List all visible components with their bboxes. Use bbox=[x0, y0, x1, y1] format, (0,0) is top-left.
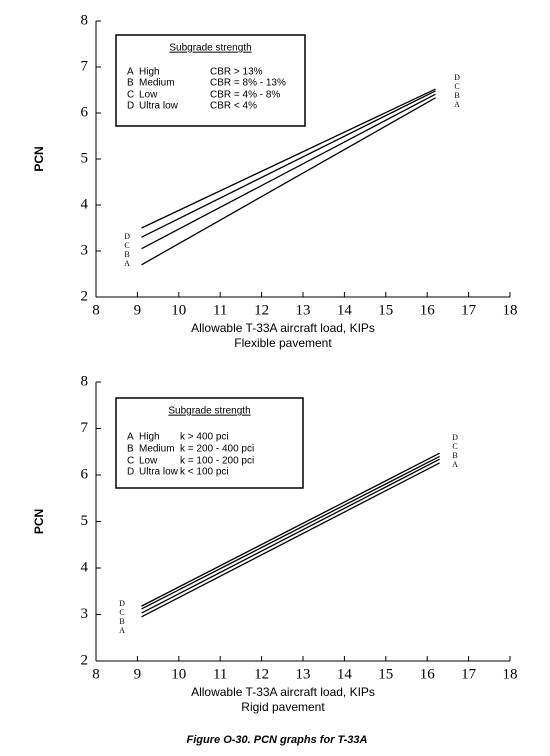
legend-letter: C bbox=[127, 456, 134, 467]
x-tick-label: 9 bbox=[134, 302, 142, 318]
x-tick-label: 15 bbox=[378, 302, 393, 318]
y-tick-label: 2 bbox=[81, 288, 89, 304]
line-letter: C bbox=[452, 442, 457, 451]
legend-criterion: k < 100 pci bbox=[180, 467, 229, 478]
y-tick-label: 6 bbox=[81, 104, 89, 120]
x-tick-label: 14 bbox=[337, 302, 353, 318]
line-letter: C bbox=[454, 82, 459, 91]
legend-description: High bbox=[139, 67, 160, 78]
series-line bbox=[141, 452, 440, 607]
legend-letter: C bbox=[127, 90, 134, 101]
x-axis-label: Allowable T-33A aircraft load, KIPs bbox=[191, 685, 375, 699]
legend-letter: D bbox=[127, 467, 134, 478]
series-line bbox=[141, 90, 436, 238]
line-letter: B bbox=[124, 250, 129, 259]
x-tick-label: 17 bbox=[461, 302, 477, 318]
line-letter: A bbox=[124, 259, 130, 268]
y-tick-label: 5 bbox=[81, 513, 89, 529]
line-letter: D bbox=[119, 599, 125, 608]
legend-title: Subgrade strength bbox=[169, 43, 251, 54]
legend-criterion: CBR = 8% - 13% bbox=[210, 78, 286, 89]
y-tick-label: 3 bbox=[81, 606, 89, 622]
x-tick-label: 8 bbox=[92, 666, 100, 682]
series-line bbox=[141, 462, 440, 618]
x-tick-label: 15 bbox=[378, 666, 393, 682]
line-letter: B bbox=[454, 91, 459, 100]
legend-description: Medium bbox=[139, 78, 175, 89]
legend-description: Medium bbox=[139, 444, 175, 455]
line-letter: D bbox=[454, 73, 460, 82]
legend-description: Ultra low bbox=[139, 101, 179, 112]
legend-letter: B bbox=[127, 78, 134, 89]
subtitle: Flexible pavement bbox=[234, 336, 332, 350]
y-tick-label: 6 bbox=[81, 466, 89, 482]
x-tick-label: 14 bbox=[337, 666, 353, 682]
x-axis-label: Allowable T-33A aircraft load, KIPs bbox=[191, 321, 375, 335]
y-tick-label: 8 bbox=[81, 373, 89, 389]
line-letter: D bbox=[452, 433, 458, 442]
line-letter: A bbox=[452, 460, 458, 469]
legend-letter: A bbox=[127, 67, 134, 78]
legend-description: Low bbox=[139, 456, 158, 467]
y-tick-label: 3 bbox=[81, 242, 89, 258]
legend-criterion: CBR > 13% bbox=[210, 67, 263, 78]
legend-criterion: k = 100 - 200 pci bbox=[180, 456, 254, 467]
y-tick-label: 7 bbox=[81, 420, 89, 436]
x-tick-label: 16 bbox=[420, 302, 436, 318]
series-line bbox=[141, 458, 440, 614]
x-tick-label: 10 bbox=[171, 666, 186, 682]
y-axis-label: PCN bbox=[32, 146, 46, 171]
x-tick-label: 18 bbox=[503, 666, 518, 682]
line-letter: B bbox=[452, 451, 457, 460]
y-tick-label: 7 bbox=[81, 58, 89, 74]
legend-title: Subgrade strength bbox=[168, 406, 250, 417]
series-line bbox=[141, 93, 436, 250]
legend-description: High bbox=[139, 432, 160, 443]
series-line bbox=[141, 88, 436, 229]
x-tick-label: 18 bbox=[503, 302, 518, 318]
line-letter: C bbox=[119, 608, 124, 617]
line-letter: A bbox=[454, 100, 460, 109]
legend-box bbox=[115, 34, 306, 127]
y-tick-label: 4 bbox=[81, 196, 89, 212]
x-tick-label: 16 bbox=[420, 666, 436, 682]
legend-criterion: CBR < 4% bbox=[210, 101, 257, 112]
line-letter: D bbox=[124, 232, 130, 241]
line-letter: B bbox=[119, 617, 124, 626]
legend-letter: B bbox=[127, 444, 134, 455]
x-tick-label: 10 bbox=[171, 302, 186, 318]
y-tick-label: 4 bbox=[81, 559, 89, 575]
x-tick-label: 17 bbox=[461, 666, 477, 682]
legend-description: Ultra low bbox=[139, 467, 179, 478]
series-line bbox=[141, 97, 436, 266]
legend-criterion: k = 200 - 400 pci bbox=[180, 444, 254, 455]
subtitle: Rigid pavement bbox=[241, 700, 325, 714]
y-tick-label: 2 bbox=[81, 652, 89, 668]
x-tick-label: 12 bbox=[254, 302, 269, 318]
x-tick-label: 11 bbox=[213, 666, 227, 682]
y-axis-label: PCN bbox=[32, 509, 46, 534]
x-tick-label: 8 bbox=[92, 302, 100, 318]
legend-description: Low bbox=[139, 90, 158, 101]
line-letter: C bbox=[124, 241, 129, 250]
y-tick-label: 5 bbox=[81, 150, 89, 166]
y-tick-label: 8 bbox=[81, 12, 89, 28]
x-tick-label: 11 bbox=[213, 302, 227, 318]
x-tick-label: 13 bbox=[296, 302, 311, 318]
legend-box bbox=[115, 397, 304, 489]
series-line bbox=[141, 455, 440, 610]
figure-caption: Figure O-30. PCN graphs for T-33A bbox=[187, 734, 368, 746]
legend-criterion: k > 400 pci bbox=[180, 432, 229, 443]
legend-criterion: CBR = 4% - 8% bbox=[210, 90, 280, 101]
x-tick-label: 9 bbox=[134, 666, 142, 682]
legend-letter: A bbox=[127, 432, 134, 443]
legend-letter: D bbox=[127, 101, 134, 112]
line-letter: A bbox=[119, 626, 125, 635]
x-tick-label: 13 bbox=[296, 666, 311, 682]
x-tick-label: 12 bbox=[254, 666, 269, 682]
